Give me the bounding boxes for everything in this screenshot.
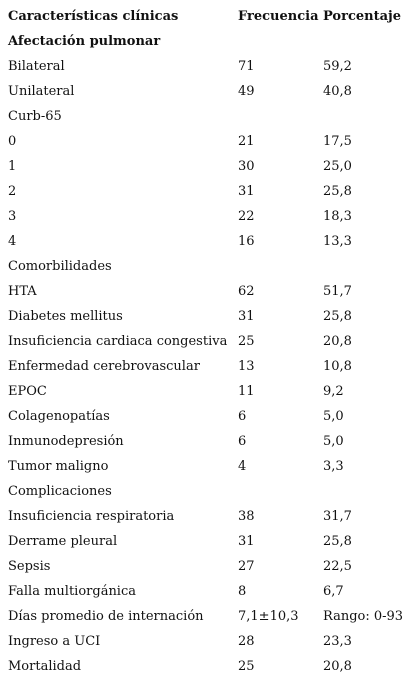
table-cell: 25 [238, 659, 255, 674]
table-cell: Ingreso a UCI [8, 634, 101, 649]
table-cell: 2 [8, 184, 17, 199]
table-cell: 25,8 [323, 184, 352, 199]
table-cell: Inmunodepresión [8, 434, 124, 449]
table-cell: Complicaciones [8, 484, 112, 499]
table-cell: 22,5 [323, 559, 352, 574]
table-cell: 31 [238, 184, 255, 199]
table-cell: Afectación pulmonar [8, 34, 161, 49]
table-cell: Curb-65 [8, 109, 62, 124]
table-cell: 1 [8, 159, 17, 174]
table-cell: 25 [238, 334, 255, 349]
table-cell: 6,7 [323, 584, 344, 599]
table-cell: Bilateral [8, 59, 65, 74]
table-cell: Mortalidad [8, 659, 82, 674]
table-cell: 10,8 [323, 359, 352, 374]
table-cell: Frecuencia [238, 9, 319, 24]
table-cell: EPOC [8, 384, 47, 399]
table-cell: Diabetes mellitus [8, 309, 123, 324]
table-cell: Colagenopatías [8, 409, 110, 424]
table-cell: 11 [238, 384, 255, 399]
table-cell: 59,2 [323, 59, 352, 74]
table-cell: Falla multiorgánica [8, 584, 137, 599]
table-cell: Derrame pleural [8, 534, 118, 549]
table-cell: Enfermedad cerebrovascular [8, 359, 200, 374]
table-cell: 6 [238, 434, 247, 449]
table-cell: 16 [238, 234, 255, 249]
table-cell: 18,3 [323, 209, 352, 224]
table-cell: 6 [238, 409, 247, 424]
table-cell: 31 [238, 534, 255, 549]
table-cell: 5,0 [323, 434, 344, 449]
table-cell: 38 [238, 509, 255, 524]
table-cell: 5,0 [323, 409, 344, 424]
table-cell: Sepsis [8, 559, 51, 574]
table-cell: 7,1±10,3 [238, 609, 299, 624]
table-cell: 71 [238, 59, 255, 74]
table-cell: 3,3 [323, 459, 344, 474]
table-cell: 31 [238, 309, 255, 324]
table-cell: HTA [8, 284, 37, 299]
table-cell: 28 [238, 634, 255, 649]
table-cell: 25,8 [323, 534, 352, 549]
table-cell: 21 [238, 134, 255, 149]
table-cell: 27 [238, 559, 255, 574]
table-cell: 8 [238, 584, 247, 599]
table-cell: Características clínicas [8, 9, 179, 24]
table-cell: 30 [238, 159, 255, 174]
table-cell: 13,3 [323, 234, 352, 249]
table-cell: 9,2 [323, 384, 344, 399]
table-cell: Rango: 0-93 [323, 609, 404, 624]
table-cell: 25,0 [323, 159, 352, 174]
table-cell: 62 [238, 284, 255, 299]
table-cell: Días promedio de internación [8, 609, 204, 624]
table-cell: 22 [238, 209, 255, 224]
table-cell: 4 [8, 234, 17, 249]
table-cell: 13 [238, 359, 255, 374]
table-cell: 20,8 [323, 659, 352, 674]
table-cell: Porcentaje [323, 9, 401, 24]
table-cell: 23,3 [323, 634, 352, 649]
table-cell: Unilateral [8, 84, 75, 99]
table-cell: 49 [238, 84, 255, 99]
table-cell: 0 [8, 134, 17, 149]
table-cell: Comorbilidades [8, 259, 112, 274]
table-cell: 17,5 [323, 134, 352, 149]
table-cell: 20,8 [323, 334, 352, 349]
table-cell: 25,8 [323, 309, 352, 324]
table-cell: 31,7 [323, 509, 352, 524]
table-cell: 3 [8, 209, 17, 224]
table-cell: 4 [238, 459, 247, 474]
table-cell: 40,8 [323, 84, 352, 99]
table-cell: Insuficiencia respiratoria [8, 509, 175, 524]
table-cell: Insuficiencia cardiaca congestiva [8, 334, 228, 349]
table-cell: Tumor maligno [8, 459, 109, 474]
table-cell: 51,7 [323, 284, 352, 299]
